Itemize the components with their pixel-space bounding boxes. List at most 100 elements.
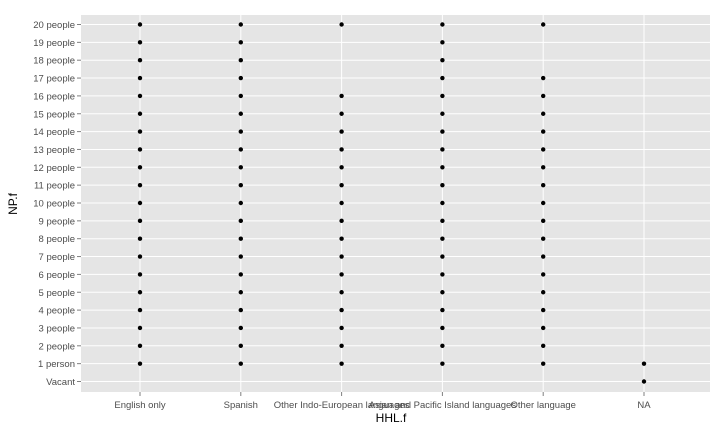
data-point <box>238 22 243 27</box>
data-point <box>440 325 445 331</box>
data-point <box>137 343 143 348</box>
data-point <box>137 272 143 277</box>
data-point <box>339 272 344 277</box>
data-point <box>137 165 143 170</box>
data-point <box>238 165 243 170</box>
data-point <box>339 307 344 313</box>
data-point <box>137 40 143 45</box>
y-tick-label: 3 people <box>39 323 75 334</box>
data-point <box>137 200 143 206</box>
data-point <box>339 93 344 99</box>
data-point <box>541 147 546 152</box>
data-point <box>339 254 344 259</box>
data-point <box>238 325 243 331</box>
y-tick-label: 18 people <box>33 56 75 67</box>
data-point <box>440 272 445 277</box>
y-tick-label: 17 people <box>33 74 75 85</box>
data-point <box>339 361 344 366</box>
data-point <box>339 129 344 134</box>
data-point <box>440 182 445 188</box>
data-point <box>137 129 143 134</box>
data-point <box>440 361 445 366</box>
data-point <box>339 200 344 206</box>
data-point <box>137 254 143 259</box>
data-point <box>238 218 243 224</box>
data-point <box>440 111 445 116</box>
data-point <box>238 182 243 188</box>
y-tick-label: 9 people <box>39 216 75 227</box>
data-point <box>541 165 546 170</box>
data-point <box>238 147 243 152</box>
x-tick-label: Other language <box>510 400 576 411</box>
data-point <box>137 361 143 366</box>
data-point <box>339 147 344 152</box>
data-point <box>339 165 344 170</box>
y-tick-label: 19 people <box>33 38 75 49</box>
y-tick-label: 5 people <box>39 288 75 299</box>
data-point <box>238 58 243 63</box>
data-point <box>440 75 445 81</box>
data-point <box>137 75 143 81</box>
data-point <box>541 307 546 313</box>
data-point <box>238 290 243 295</box>
data-point <box>137 290 143 295</box>
data-point <box>541 343 546 348</box>
data-point <box>339 111 344 116</box>
data-point <box>440 40 445 45</box>
data-point <box>238 93 243 99</box>
data-point <box>137 307 143 313</box>
y-tick-label: 8 people <box>39 234 75 245</box>
data-point <box>440 290 445 295</box>
data-point <box>541 290 546 295</box>
y-tick-label: 11 people <box>34 181 75 192</box>
data-point <box>137 182 143 188</box>
data-point <box>541 361 546 366</box>
data-point <box>238 40 243 45</box>
y-tick-label: 2 people <box>39 341 75 352</box>
data-point <box>137 22 143 27</box>
data-point <box>440 129 445 134</box>
data-point <box>137 111 143 116</box>
data-point <box>339 218 344 224</box>
data-point <box>238 200 243 206</box>
data-point <box>238 236 243 241</box>
data-point <box>238 343 243 348</box>
data-point <box>440 58 445 63</box>
data-point <box>238 129 243 134</box>
data-point <box>541 129 546 134</box>
data-point <box>137 58 143 63</box>
data-point <box>541 218 546 224</box>
y-tick-label: 16 people <box>33 91 75 102</box>
data-point <box>541 75 546 81</box>
data-point <box>238 272 243 277</box>
x-tick-label: English only <box>114 400 165 411</box>
data-point <box>238 254 243 259</box>
data-point <box>541 200 546 206</box>
x-axis-title: HHL.f <box>376 411 407 425</box>
data-point <box>541 236 546 241</box>
data-point <box>238 111 243 116</box>
data-point <box>137 93 143 99</box>
data-point <box>440 236 445 241</box>
data-point <box>440 307 445 313</box>
data-point <box>440 147 445 152</box>
data-point <box>238 75 243 81</box>
data-point <box>339 182 344 188</box>
y-tick-label: 13 people <box>33 145 75 156</box>
y-tick-label: 10 people <box>33 199 75 210</box>
x-tick-label: NA <box>637 400 651 411</box>
data-point <box>238 361 243 366</box>
y-axis-title: NP.f <box>6 192 20 214</box>
data-point <box>541 182 546 188</box>
data-point <box>137 218 143 224</box>
data-point <box>541 254 546 259</box>
data-point <box>137 236 143 241</box>
data-point <box>339 236 344 241</box>
x-tick-label: Spanish <box>224 400 258 411</box>
x-tick-label: Asian and Pacific Island languages <box>369 400 517 411</box>
data-point <box>339 290 344 295</box>
data-point <box>541 111 546 116</box>
data-point <box>641 361 647 366</box>
data-point <box>541 325 546 331</box>
